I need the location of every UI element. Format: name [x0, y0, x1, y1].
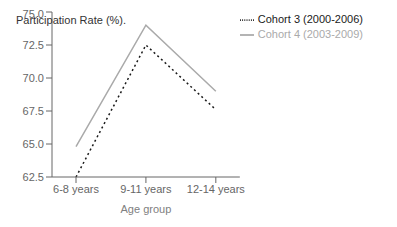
svg-text:67.5: 67.5	[23, 105, 44, 117]
svg-text:75.0: 75.0	[23, 8, 44, 20]
svg-text:Age group: Age group	[121, 203, 172, 215]
svg-text:72.5: 72.5	[23, 39, 44, 51]
svg-text:12-14 years: 12-14 years	[187, 183, 246, 195]
svg-text:6-8 years: 6-8 years	[53, 183, 99, 195]
svg-text:65.0: 65.0	[23, 138, 44, 150]
svg-text:62.5: 62.5	[23, 171, 44, 183]
svg-text:70.0: 70.0	[23, 72, 44, 84]
svg-text:9-11 years: 9-11 years	[120, 183, 172, 195]
